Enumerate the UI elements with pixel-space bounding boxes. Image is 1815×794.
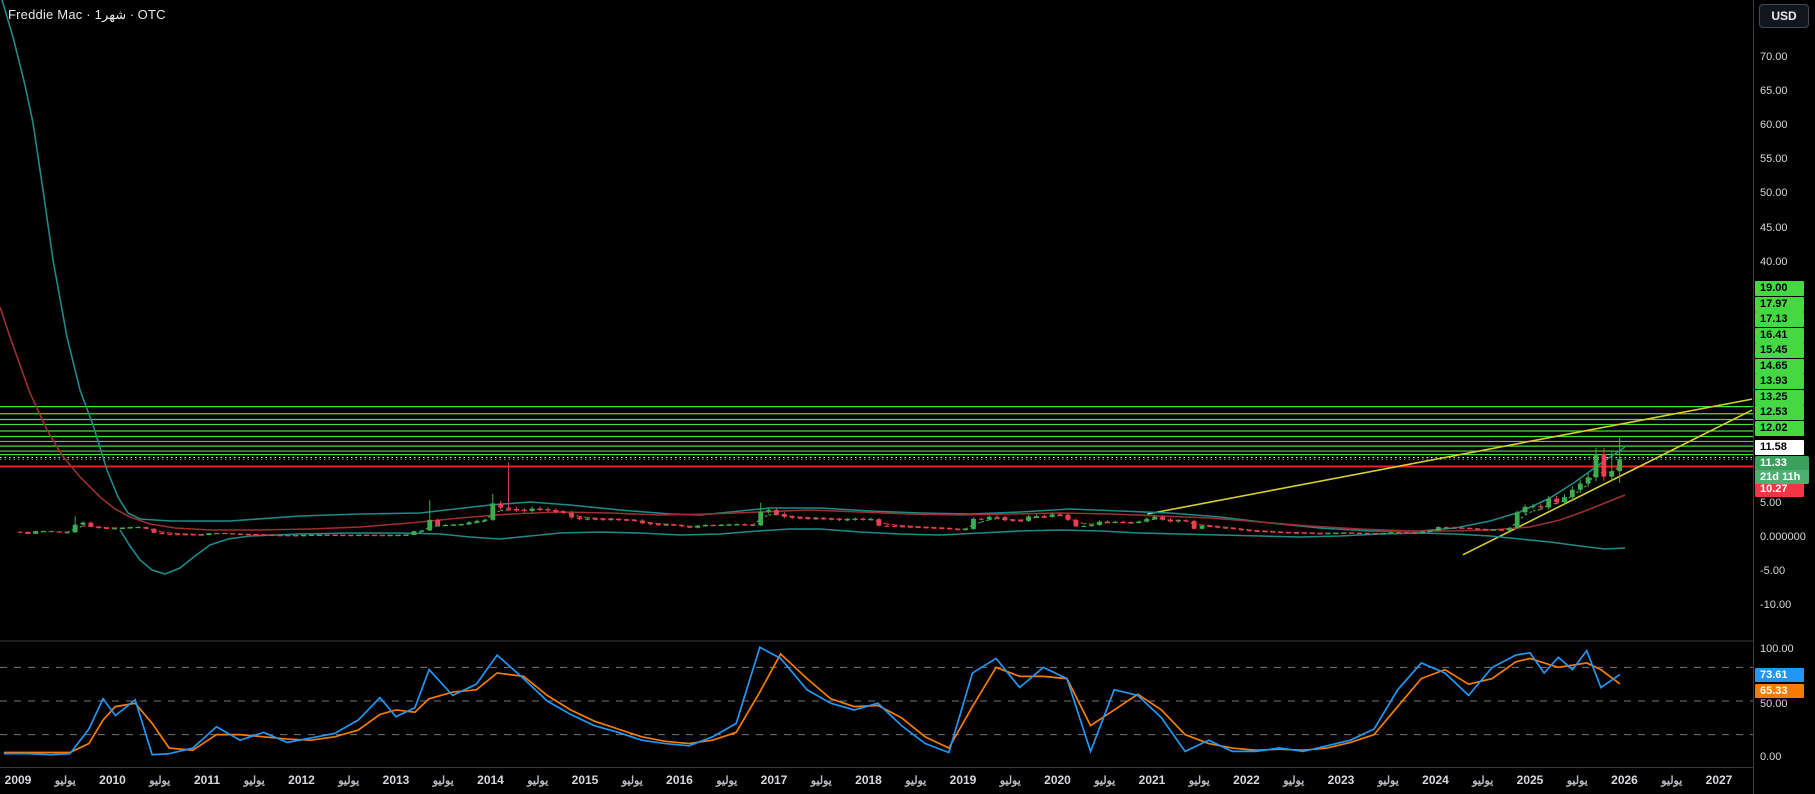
july-label: يوليو <box>244 774 265 787</box>
year-label: 2026 <box>1611 773 1638 787</box>
chart-window: Freddie Mac · 1شهر · OTC USD 2009يوليو20… <box>0 0 1815 794</box>
year-label: 2014 <box>477 773 504 787</box>
july-label: يوليو <box>433 774 454 787</box>
fib-level-label: 14.65 <box>1755 359 1804 374</box>
price-axis-tick: 50.00 <box>1760 186 1788 201</box>
july-label: يوليو <box>527 774 548 787</box>
july-label: يوليو <box>716 774 737 787</box>
year-label: 2020 <box>1044 773 1071 787</box>
year-label: 2019 <box>950 773 977 787</box>
july-label: يوليو <box>1189 774 1210 787</box>
july-label: يوليو <box>905 774 926 787</box>
year-label: 2018 <box>855 773 882 787</box>
july-label: يوليو <box>811 774 832 787</box>
price-axis-tick: 65.00 <box>1760 84 1788 99</box>
year-label: 2021 <box>1139 773 1166 787</box>
stoch-value-label: 73.61 <box>1755 668 1804 682</box>
fast-ema-dashed <box>20 466 1620 535</box>
year-label: 2022 <box>1233 773 1260 787</box>
price-axis-tick: 0.000000 <box>1760 530 1806 545</box>
stoch-axis-tick: 0.00 <box>1760 750 1781 765</box>
price-axis-tick: 60.00 <box>1760 118 1788 133</box>
fib-level-label: 17.97 <box>1755 297 1804 312</box>
july-label: يوليو <box>1000 774 1021 787</box>
price-axis-tick: -5.00 <box>1760 564 1785 579</box>
red-level-label: 10.27 <box>1755 482 1804 497</box>
july-label: يوليو <box>149 774 170 787</box>
fib-level-label: 12.02 <box>1755 421 1804 436</box>
year-label: 2012 <box>288 773 315 787</box>
stoch-axis-tick: 100.00 <box>1760 642 1794 657</box>
symbol-title[interactable]: Freddie Mac · 1شهر · OTC <box>8 7 166 23</box>
price-axis-tick: 55.00 <box>1760 152 1788 167</box>
bar-countdown: 21d 11h <box>1755 470 1809 484</box>
stoch-value-label: 65.33 <box>1755 684 1804 698</box>
current-price-label: 11.3321d 11h <box>1755 456 1809 484</box>
trendline-b <box>1463 410 1752 555</box>
year-label: 2009 <box>5 773 32 787</box>
price-axis-tick: 45.00 <box>1760 221 1788 236</box>
fib-level-label: 17.13 <box>1755 312 1804 327</box>
year-label: 2010 <box>99 773 126 787</box>
july-label: يوليو <box>338 774 359 787</box>
fib-level-label: 19.00 <box>1755 281 1804 296</box>
july-label: يوليو <box>1378 774 1399 787</box>
price-chart-svg[interactable] <box>0 0 1753 767</box>
year-label: 2016 <box>666 773 693 787</box>
price-axis-tick: 40.00 <box>1760 255 1788 270</box>
price-axis-tick: -10.00 <box>1760 598 1791 613</box>
year-label: 2023 <box>1328 773 1355 787</box>
stoch-axis-tick: 50.00 <box>1760 697 1788 712</box>
year-label: 2017 <box>761 773 788 787</box>
july-label: يوليو <box>622 774 643 787</box>
current-price-value: 11.33 <box>1755 456 1809 470</box>
bollinger-lower-band <box>120 529 1625 574</box>
fib-level-label: 13.25 <box>1755 390 1804 405</box>
currency-toggle-button[interactable]: USD <box>1759 4 1809 28</box>
july-label: يوليو <box>1567 774 1588 787</box>
year-label: 2024 <box>1422 773 1449 787</box>
year-label: 2027 <box>1706 773 1733 787</box>
price-axis-tick: 70.00 <box>1760 50 1788 65</box>
july-label: يوليو <box>1094 774 1115 787</box>
fib-level-label: 12.53 <box>1755 405 1804 420</box>
time-axis[interactable]: 2009 يوليو 2010 يوليو 2011 يوليو 2012 يوليو 2013… <box>0 767 1753 794</box>
fib-level-label: 13.93 <box>1755 374 1804 389</box>
july-label: يوليو <box>55 774 76 787</box>
year-label: 2011 <box>194 773 220 787</box>
year-label: 2015 <box>572 773 599 787</box>
july-label: يوليو <box>1472 774 1493 787</box>
white-level-label: 11.58 <box>1755 440 1804 455</box>
year-label: 2013 <box>383 773 410 787</box>
july-label: يوليو <box>1283 774 1304 787</box>
price-axis-tick: 5.00 <box>1760 496 1781 511</box>
year-label: 2025 <box>1517 773 1544 787</box>
fib-level-label: 15.45 <box>1755 343 1804 358</box>
july-label: يوليو <box>1661 774 1682 787</box>
fib-level-label: 16.41 <box>1755 328 1804 343</box>
trendline-a <box>1147 399 1752 514</box>
